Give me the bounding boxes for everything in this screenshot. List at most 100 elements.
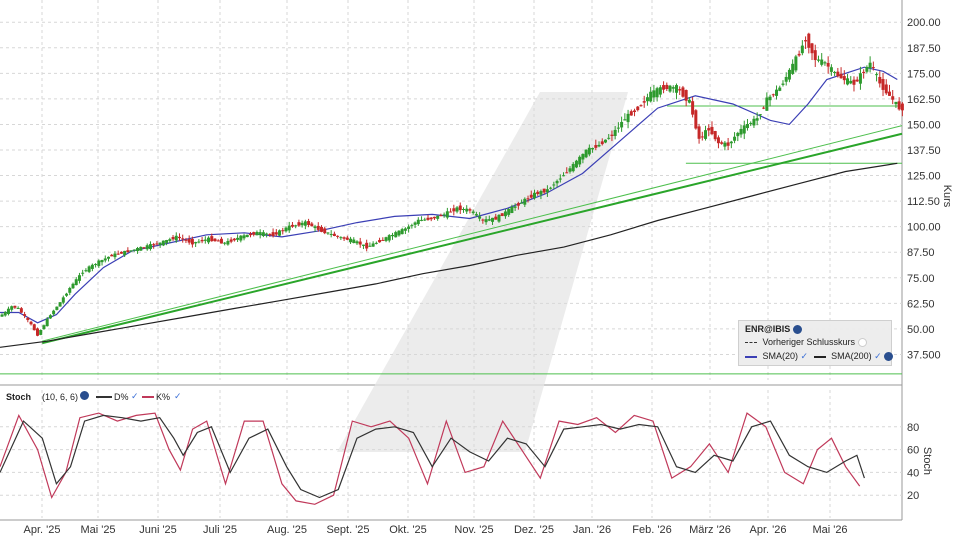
candle-body — [158, 242, 162, 245]
candle-body — [365, 242, 369, 249]
candle-body — [187, 238, 191, 243]
candle-body — [229, 239, 233, 242]
y-tick-label: 187.50 — [907, 43, 941, 55]
y-tick-label: 87.50 — [907, 247, 935, 259]
y-tick-label: 50.00 — [907, 324, 935, 336]
candle-body — [516, 203, 520, 206]
candle-body — [771, 94, 775, 96]
candle-body — [407, 226, 411, 229]
x-tick-label: Apr. '26 — [750, 524, 787, 536]
candle-body — [868, 62, 872, 69]
candle-body — [216, 240, 220, 242]
candle-body — [239, 235, 243, 241]
check-icon[interactable]: ✓ — [800, 351, 809, 361]
candle-body — [884, 84, 888, 94]
candle-body — [613, 129, 617, 136]
candle-body — [578, 156, 582, 165]
candle-body — [726, 142, 730, 146]
candle-body — [565, 172, 569, 174]
candle-body — [636, 106, 640, 111]
candle-body — [526, 198, 530, 200]
candle-body — [439, 214, 443, 217]
candle-body — [494, 216, 498, 220]
candle-body — [226, 241, 230, 245]
candle-body — [897, 101, 901, 110]
candle-body — [549, 187, 553, 189]
candle-body — [397, 230, 401, 236]
candle-body — [336, 235, 340, 237]
candle-body — [523, 198, 527, 205]
visibility-icon[interactable] — [884, 352, 894, 362]
dashed-line-icon — [745, 342, 757, 344]
candle-body — [807, 33, 811, 48]
candle-body — [339, 237, 343, 239]
candle-body — [658, 87, 662, 95]
candle-body — [513, 206, 517, 208]
check-icon[interactable]: ✓ — [174, 391, 182, 401]
visibility-icon[interactable] — [80, 391, 89, 400]
candle-body — [491, 217, 495, 222]
candle-body — [620, 121, 624, 128]
candle-body — [232, 238, 236, 241]
candle-body — [584, 149, 588, 158]
candle-body — [694, 110, 698, 129]
candle-body — [81, 272, 85, 274]
candle-body — [655, 88, 659, 98]
visibility-icon[interactable] — [792, 325, 802, 335]
candle-body — [797, 53, 801, 56]
candle-body — [862, 71, 866, 74]
candle-body — [181, 238, 185, 240]
candle-body — [6, 308, 10, 315]
candle-body — [39, 329, 43, 335]
candle-body — [429, 217, 433, 220]
candle-body — [52, 310, 56, 315]
sma200-line — [0, 162, 898, 348]
candle-body — [662, 85, 666, 90]
candle-body — [94, 264, 98, 266]
candle-body — [10, 306, 14, 310]
candle-body — [855, 79, 859, 82]
candle-body — [587, 147, 591, 155]
candle-body — [645, 97, 649, 102]
candle-body — [87, 266, 91, 272]
candle-body — [713, 131, 717, 140]
candle-body — [197, 241, 201, 243]
candle-body — [536, 191, 540, 194]
candle-body — [310, 223, 314, 227]
candle-body — [387, 235, 391, 241]
candle-body — [768, 96, 772, 101]
candle-body — [891, 96, 895, 100]
candle-body — [865, 66, 869, 72]
candle-body — [461, 209, 465, 211]
candle-body — [381, 239, 385, 241]
candle-body — [194, 242, 198, 244]
candle-body — [278, 230, 282, 236]
candle-body — [571, 163, 575, 172]
candle-body — [384, 237, 388, 241]
candle-body — [236, 237, 240, 240]
check-icon[interactable]: ✓ — [874, 351, 882, 361]
d-series-label: D% — [114, 392, 129, 402]
sma20-line — [0, 66, 898, 324]
y-tick-label: 75.00 — [907, 273, 935, 285]
candle-body — [510, 206, 514, 214]
candle-body — [600, 141, 604, 145]
visibility-icon[interactable] — [857, 338, 867, 348]
candle-body — [290, 224, 294, 227]
chart-legend: ENR@IBIS Vorheriger Schlusskurs SMA(20) … — [738, 320, 894, 366]
candle-body — [148, 244, 152, 250]
candle-body — [390, 234, 394, 237]
check-icon[interactable]: ✓ — [131, 391, 139, 401]
candle-body — [787, 69, 791, 80]
candle-body — [300, 222, 304, 226]
candle-body — [610, 134, 614, 136]
candle-body — [361, 244, 365, 246]
y-tick-label: 150.00 — [907, 119, 941, 131]
candle-body — [458, 205, 462, 211]
candle-body — [368, 245, 372, 247]
candle-body — [552, 184, 556, 186]
y-tick-label: 37.500 — [907, 349, 941, 361]
y-tick-label: 62.50 — [907, 298, 935, 310]
stoch-params: (10, 6, 6) — [42, 392, 79, 402]
candle-body — [255, 231, 259, 236]
